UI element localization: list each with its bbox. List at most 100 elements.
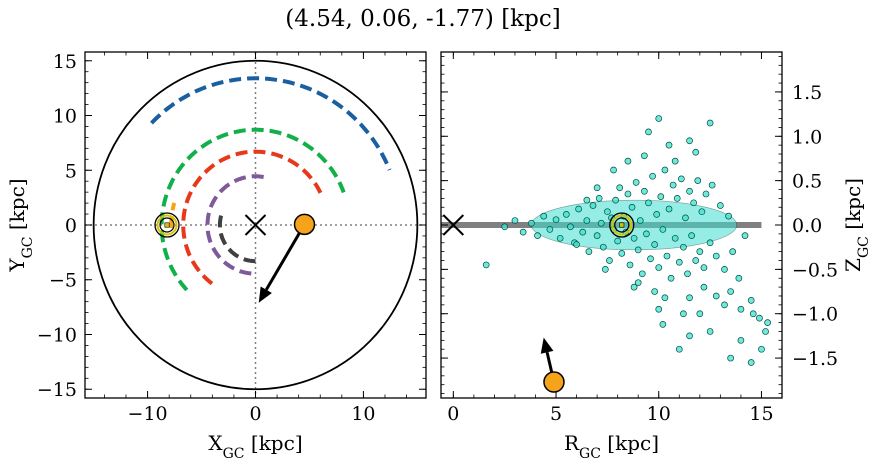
star-point <box>665 141 673 149</box>
star-point <box>624 190 632 198</box>
star-point <box>694 177 702 184</box>
left-ylabel-sub: GC <box>20 236 36 258</box>
star-point <box>749 310 757 318</box>
star-point <box>702 190 710 198</box>
left-ylabel-main: Y <box>5 258 29 273</box>
star-point <box>686 187 693 195</box>
star-point <box>680 243 687 251</box>
star-point <box>653 211 661 218</box>
star-point <box>706 239 714 247</box>
star-point <box>721 266 728 273</box>
star-point <box>686 137 693 145</box>
right-xlabel-unit: [kpc] <box>601 431 659 455</box>
star-point <box>706 328 714 335</box>
star-point <box>647 255 654 263</box>
star-point <box>612 196 619 204</box>
star-point <box>618 250 626 257</box>
star-point <box>675 258 683 266</box>
right-velocity-arrow-head <box>540 337 554 354</box>
star-point <box>546 226 554 233</box>
star-point <box>747 297 755 304</box>
star-point <box>614 237 622 245</box>
star-point <box>579 228 587 236</box>
spiral-arm-5 <box>169 202 177 228</box>
star-point <box>599 243 607 251</box>
star-point <box>641 187 648 195</box>
star-point <box>735 274 743 282</box>
right-ylabel-main: Z <box>841 258 865 272</box>
star-point <box>573 241 580 248</box>
star-point <box>645 128 652 136</box>
star-point <box>696 248 704 255</box>
spiral-arm-4 <box>217 215 256 264</box>
star-point <box>651 241 658 248</box>
star-point <box>665 205 673 213</box>
left-xlabel-unit: [kpc] <box>245 431 303 455</box>
star-point <box>712 252 720 260</box>
left-sun-dot <box>164 222 170 228</box>
star-point <box>645 199 652 207</box>
star-point <box>690 199 698 207</box>
left-y-axis-label: YGC [kpc] <box>5 178 36 272</box>
right-sun-dot <box>619 222 625 228</box>
star-point <box>651 288 658 295</box>
star-point <box>675 345 683 353</box>
star-point <box>556 234 564 242</box>
star-point <box>655 115 663 122</box>
left-ticks: −10 0 10 −15 −10 −5 0 5 10 15 <box>37 51 426 425</box>
right-ytick-label: 1.0 <box>792 126 822 148</box>
star-point <box>737 305 745 313</box>
right-xtick-label: 0 <box>447 403 459 425</box>
left-sun-outer <box>154 212 180 238</box>
star-point <box>638 270 646 278</box>
star-point <box>583 196 591 204</box>
star-point <box>673 195 681 202</box>
star-point <box>632 179 640 186</box>
star-point <box>700 283 708 291</box>
spiral-arm-1 <box>159 127 346 292</box>
left-xlabel-main: X <box>208 431 223 455</box>
right-gc-x2 <box>442 214 465 236</box>
star-point <box>601 266 609 273</box>
star-point <box>741 232 749 239</box>
star-point <box>696 310 704 318</box>
right-ytick-label: −1.0 <box>792 304 838 326</box>
star-point <box>659 321 667 328</box>
left-x-axis-label: XGC [kpc] <box>208 431 302 462</box>
star-point <box>597 219 605 227</box>
left-object-marker <box>293 213 316 236</box>
star-point <box>593 184 601 192</box>
star-point <box>727 354 734 362</box>
left-xlabel-sub: GC <box>223 446 245 462</box>
star-point <box>661 294 669 302</box>
galaxy-boundary-circle <box>92 59 419 391</box>
star-point <box>727 288 734 295</box>
star-point <box>482 261 490 269</box>
star-point <box>636 217 644 224</box>
star-point <box>700 264 708 271</box>
right-xlabel-sub: GC <box>579 446 601 462</box>
left-ytick-label: 15 <box>53 51 77 73</box>
star-point <box>692 148 700 156</box>
star-point <box>717 202 724 209</box>
star-point <box>663 252 671 260</box>
star-point <box>684 270 691 278</box>
right-object-marker <box>543 371 565 393</box>
star-point <box>624 157 632 165</box>
star-point <box>634 246 642 254</box>
star-point <box>682 214 689 222</box>
star-point <box>626 261 634 269</box>
right-panel-rz: 0 5 10 15−1.5−1.0−0.50.00.51.01.5 RGC [kpc]… <box>440 51 872 462</box>
right-y-axis-label: ZGC [kpc] <box>841 178 872 272</box>
left-xtick-label: 0 <box>249 403 261 425</box>
star-point <box>677 175 685 183</box>
star-point <box>712 292 720 300</box>
left-velocity-arrow-shaft <box>265 223 306 291</box>
star-point <box>747 359 755 366</box>
left-ytick-label: 10 <box>53 106 77 128</box>
star-point <box>519 228 527 236</box>
left-xtick-label: −10 <box>128 403 168 425</box>
star-point <box>511 217 519 224</box>
left-ytick-label: −15 <box>37 379 77 401</box>
